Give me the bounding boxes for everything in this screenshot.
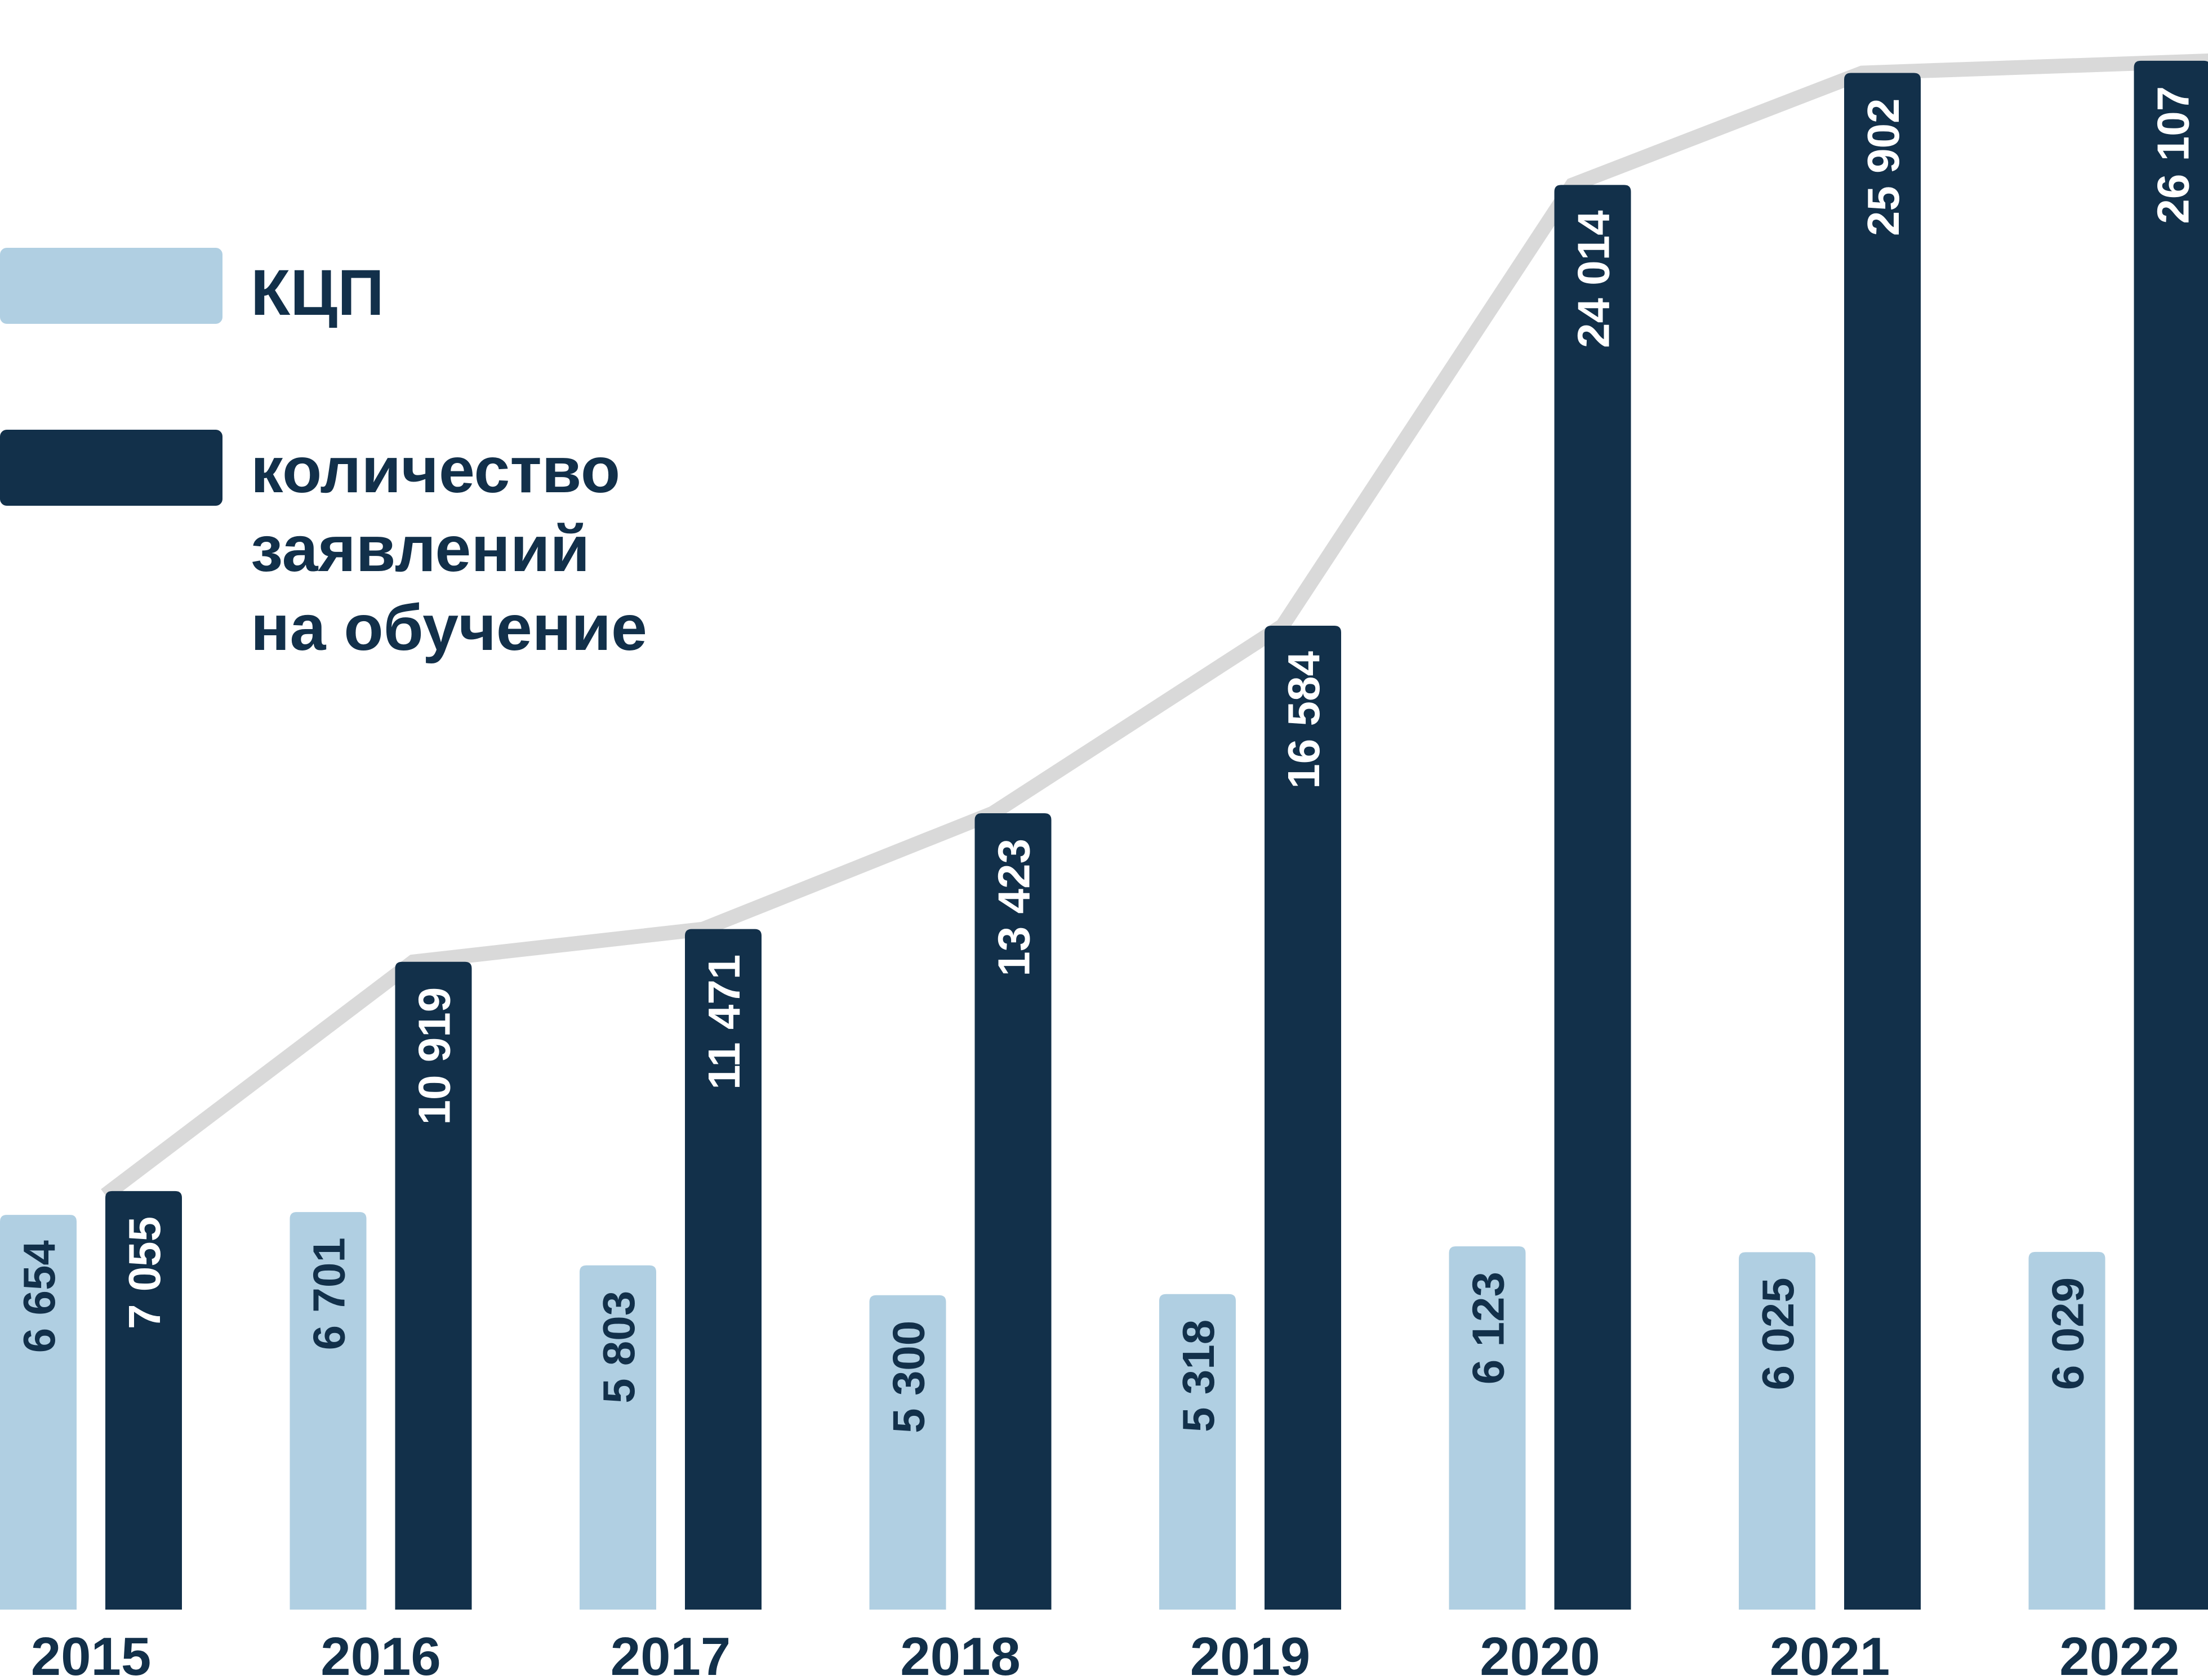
data-label-kcp: 6 123	[1463, 1272, 1513, 1384]
bar-applications	[1844, 73, 1921, 1610]
data-label-kcp: 5 318	[1173, 1320, 1223, 1432]
data-label-applications: 7 055	[119, 1216, 170, 1329]
x-tick-label: 2018	[900, 1626, 1021, 1680]
legend-label-line: количество	[251, 434, 621, 506]
data-label-applications: 24 014	[1569, 210, 1619, 348]
data-label-kcp: 6 701	[304, 1237, 354, 1350]
x-tick-label: 2016	[320, 1626, 441, 1680]
bar-applications	[395, 961, 472, 1610]
bar-kcp	[2028, 1251, 2105, 1610]
bar-kcp	[580, 1265, 656, 1610]
bar-applications	[1265, 626, 1341, 1610]
data-label-applications: 16 584	[1279, 651, 1329, 789]
data-label-applications: 11 471	[699, 955, 749, 1090]
x-tick-label: 2015	[31, 1626, 152, 1680]
bar-kcp	[0, 1215, 77, 1610]
legend-swatch-kcp	[0, 248, 222, 324]
bar-applications	[105, 1191, 182, 1610]
data-label-kcp: 6 029	[2043, 1277, 2093, 1390]
data-label-kcp: 5 300	[884, 1321, 934, 1433]
bar-kcp	[1449, 1246, 1526, 1610]
legend-label-line: на обучение	[251, 592, 647, 664]
data-label-applications: 25 902	[1858, 98, 1908, 236]
legend-label-applications: количество заявлений на обучение	[251, 431, 647, 667]
bar-applications	[1554, 185, 1631, 1610]
trend-line	[101, 54, 2208, 1201]
legend-label-line: заявлений	[251, 513, 590, 585]
bar-applications	[974, 813, 1052, 1610]
bar-kcp	[869, 1295, 946, 1610]
x-tick-label: 2021	[1770, 1626, 1890, 1680]
data-label-kcp: 6 025	[1753, 1277, 1803, 1390]
legend-swatch-applications	[0, 430, 222, 506]
x-tick-label: 2017	[611, 1626, 731, 1680]
bar-kcp	[290, 1212, 367, 1610]
data-label-applications: 13 423	[989, 839, 1039, 977]
legend-label-kcp: КЦП	[251, 257, 384, 329]
bar-applications	[2134, 60, 2208, 1610]
bar-kcp	[1739, 1252, 1815, 1610]
data-label-applications: 26 107	[2148, 86, 2198, 224]
data-label-kcp: 6 654	[14, 1240, 64, 1353]
x-tick-label: 2020	[1480, 1626, 1600, 1680]
x-tick-label: 2019	[1190, 1626, 1311, 1680]
bar-kcp	[1159, 1294, 1236, 1610]
data-label-kcp: 5 803	[594, 1291, 644, 1403]
data-label-applications: 10 919	[409, 987, 460, 1125]
x-tick-label: 2022	[2059, 1626, 2180, 1680]
bar-applications	[685, 929, 762, 1610]
